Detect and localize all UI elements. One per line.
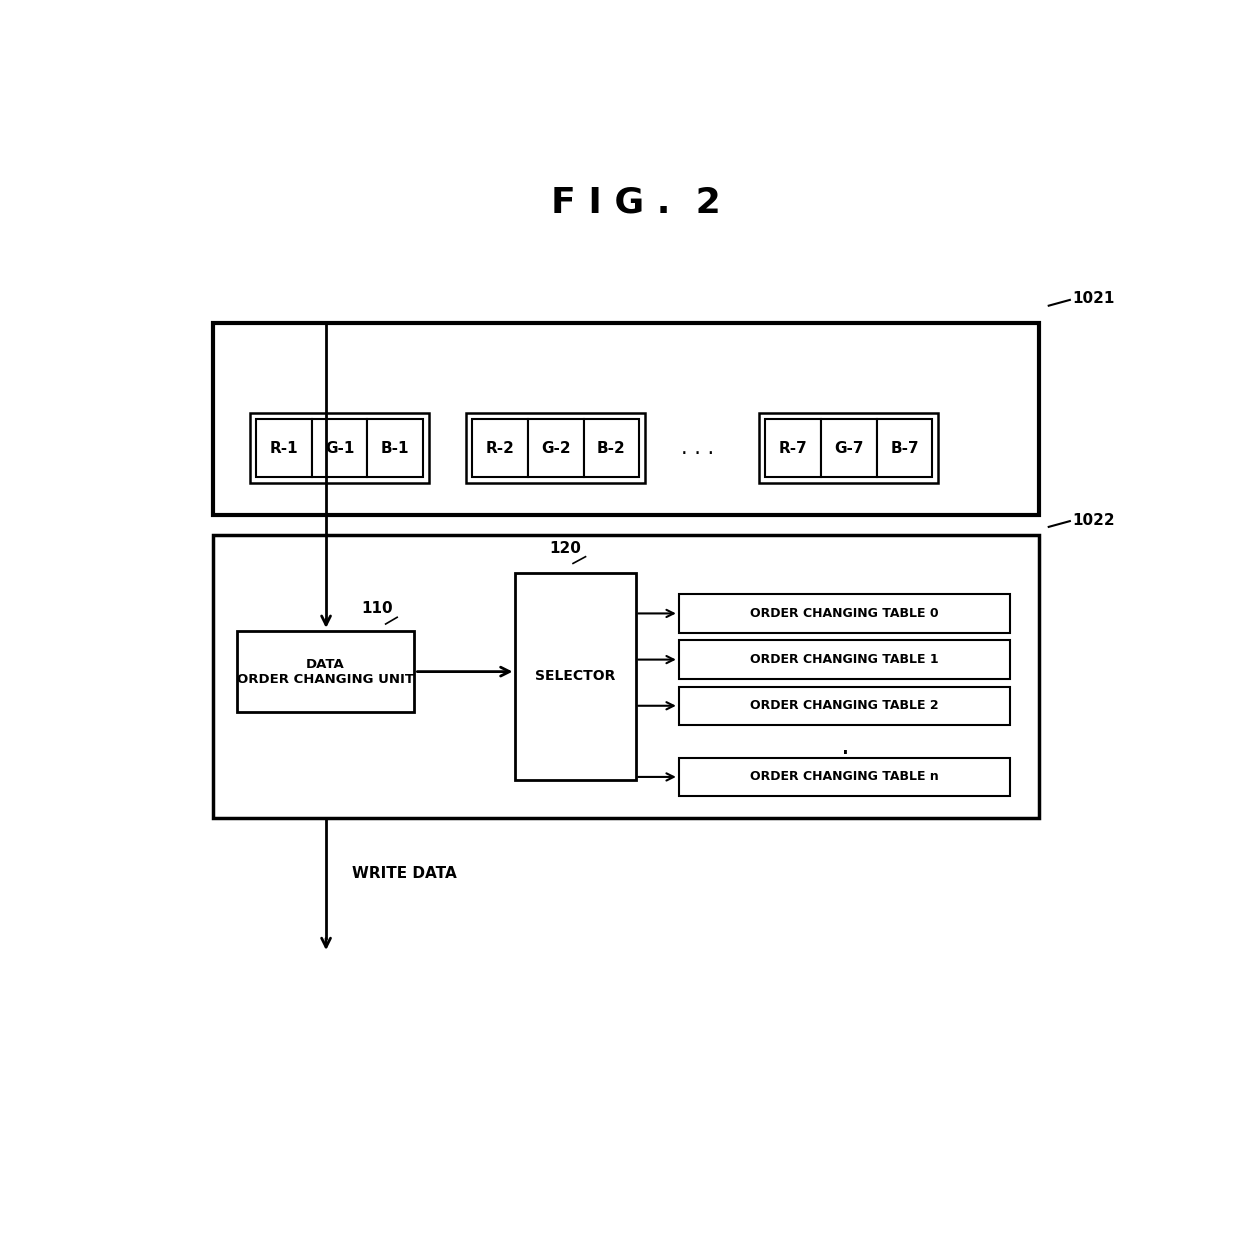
FancyBboxPatch shape	[678, 687, 1011, 724]
Text: B-1: B-1	[381, 441, 409, 456]
FancyBboxPatch shape	[255, 420, 311, 477]
Text: 1022: 1022	[1073, 512, 1116, 527]
FancyBboxPatch shape	[367, 420, 423, 477]
Text: B-2: B-2	[598, 441, 626, 456]
Text: R-1: R-1	[269, 441, 298, 456]
Text: G-7: G-7	[835, 441, 863, 456]
FancyBboxPatch shape	[528, 420, 584, 477]
FancyBboxPatch shape	[678, 758, 1011, 796]
Text: WRITE DATA: WRITE DATA	[352, 866, 456, 881]
FancyBboxPatch shape	[584, 420, 640, 477]
Text: 120: 120	[549, 541, 580, 556]
FancyBboxPatch shape	[516, 573, 635, 779]
Text: 1021: 1021	[1073, 291, 1115, 306]
Text: G-2: G-2	[541, 441, 570, 456]
FancyBboxPatch shape	[213, 323, 1039, 516]
FancyBboxPatch shape	[877, 420, 932, 477]
FancyBboxPatch shape	[466, 413, 645, 482]
Text: ORDER CHANGING TABLE n: ORDER CHANGING TABLE n	[750, 771, 939, 783]
Text: ORDER CHANGING TABLE 1: ORDER CHANGING TABLE 1	[750, 653, 939, 666]
Text: SELECTOR: SELECTOR	[536, 669, 615, 683]
Text: R-2: R-2	[486, 441, 515, 456]
Text: ORDER CHANGING TABLE 2: ORDER CHANGING TABLE 2	[750, 699, 939, 712]
FancyBboxPatch shape	[821, 420, 877, 477]
Text: . . .: . . .	[682, 438, 714, 458]
Text: G-1: G-1	[325, 441, 355, 456]
Text: ORDER CHANGING TABLE 0: ORDER CHANGING TABLE 0	[750, 607, 939, 620]
FancyBboxPatch shape	[678, 595, 1011, 633]
FancyBboxPatch shape	[765, 420, 821, 477]
Text: B-7: B-7	[890, 441, 919, 456]
FancyBboxPatch shape	[311, 420, 367, 477]
Text: R-7: R-7	[779, 441, 807, 456]
FancyBboxPatch shape	[472, 420, 528, 477]
FancyBboxPatch shape	[759, 413, 939, 482]
Text: ·: ·	[841, 739, 849, 768]
FancyBboxPatch shape	[678, 641, 1011, 679]
FancyBboxPatch shape	[237, 631, 414, 712]
Text: F I G .  2: F I G . 2	[551, 186, 720, 220]
FancyBboxPatch shape	[250, 413, 429, 482]
Text: 110: 110	[362, 601, 393, 616]
FancyBboxPatch shape	[213, 535, 1039, 818]
Text: DATA
ORDER CHANGING UNIT: DATA ORDER CHANGING UNIT	[237, 658, 414, 686]
